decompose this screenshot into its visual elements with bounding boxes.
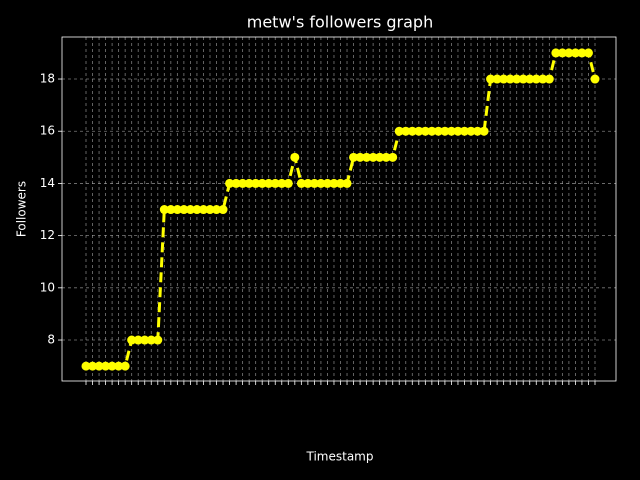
data-point [88, 361, 98, 371]
data-point [349, 152, 359, 162]
y-tick-label: 16 [40, 124, 55, 138]
data-point [433, 126, 443, 136]
data-point [570, 48, 580, 58]
data-point [551, 48, 561, 58]
data-point [101, 361, 111, 371]
data-point [355, 152, 365, 162]
data-point [159, 205, 169, 215]
data-point [459, 126, 469, 136]
data-point [133, 335, 143, 345]
data-point [198, 205, 208, 215]
data-point [107, 361, 117, 371]
data-point [238, 178, 248, 188]
data-point [296, 178, 306, 188]
data-point [388, 152, 398, 162]
data-point [81, 361, 91, 371]
data-point [557, 48, 567, 58]
data-point [172, 205, 182, 215]
data-point [336, 178, 345, 188]
data-point [505, 74, 515, 84]
data-point [205, 205, 215, 215]
data-point [479, 126, 489, 136]
data-point [218, 205, 228, 215]
data-point [114, 361, 124, 371]
data-point [499, 74, 509, 84]
y-axis-label: Followers [15, 181, 29, 237]
data-point [316, 178, 326, 188]
data-point [146, 335, 156, 345]
data-point [446, 126, 456, 136]
y-tick-label: 14 [40, 176, 55, 190]
data-point [231, 178, 241, 188]
data-point [538, 74, 548, 84]
data-point [192, 205, 202, 215]
data-point [492, 74, 502, 84]
chart-title: metw's followers graph [247, 13, 433, 32]
data-point [427, 126, 437, 136]
data-point [453, 126, 463, 136]
data-point [577, 48, 587, 58]
data-point [590, 74, 600, 84]
data-point [362, 152, 372, 162]
data-point [544, 74, 554, 84]
y-tick-label: 8 [47, 333, 55, 347]
data-point [120, 361, 130, 371]
data-point [381, 152, 391, 162]
data-point [185, 205, 195, 215]
data-point [127, 335, 137, 345]
data-point [166, 205, 176, 215]
y-tick-label: 12 [40, 228, 55, 242]
data-point [414, 126, 424, 136]
data-point [309, 178, 319, 188]
data-point [329, 178, 339, 188]
data-point [531, 74, 541, 84]
data-point [486, 74, 496, 84]
data-point [420, 126, 430, 136]
data-point [525, 74, 535, 84]
data-point [257, 178, 267, 188]
data-point [440, 126, 450, 136]
data-point [225, 178, 235, 188]
y-tick-label: 10 [40, 280, 55, 294]
x-axis-label: Timestamp [306, 450, 374, 464]
data-point [375, 152, 385, 162]
data-point [303, 178, 313, 188]
data-point [394, 126, 404, 136]
data-point [140, 335, 150, 345]
data-point [564, 48, 574, 58]
data-point [518, 74, 528, 84]
data-point [407, 126, 417, 136]
data-point [244, 178, 254, 188]
data-point [277, 178, 287, 188]
plot-frame [61, 36, 617, 382]
data-point [290, 152, 300, 162]
data-point [283, 178, 293, 188]
data-point [94, 361, 104, 371]
data-point [264, 178, 274, 188]
data-point [179, 205, 189, 215]
data-point [251, 178, 261, 188]
data-point [512, 74, 522, 84]
data-point [466, 126, 476, 136]
data-point [153, 335, 163, 345]
data-point [583, 48, 593, 58]
data-point [342, 178, 352, 188]
data-point [212, 205, 222, 215]
data-point [473, 126, 483, 136]
y-tick-label: 18 [40, 72, 55, 86]
data-point [322, 178, 332, 188]
data-point [368, 152, 378, 162]
data-point [270, 178, 280, 188]
data-point [401, 126, 411, 136]
